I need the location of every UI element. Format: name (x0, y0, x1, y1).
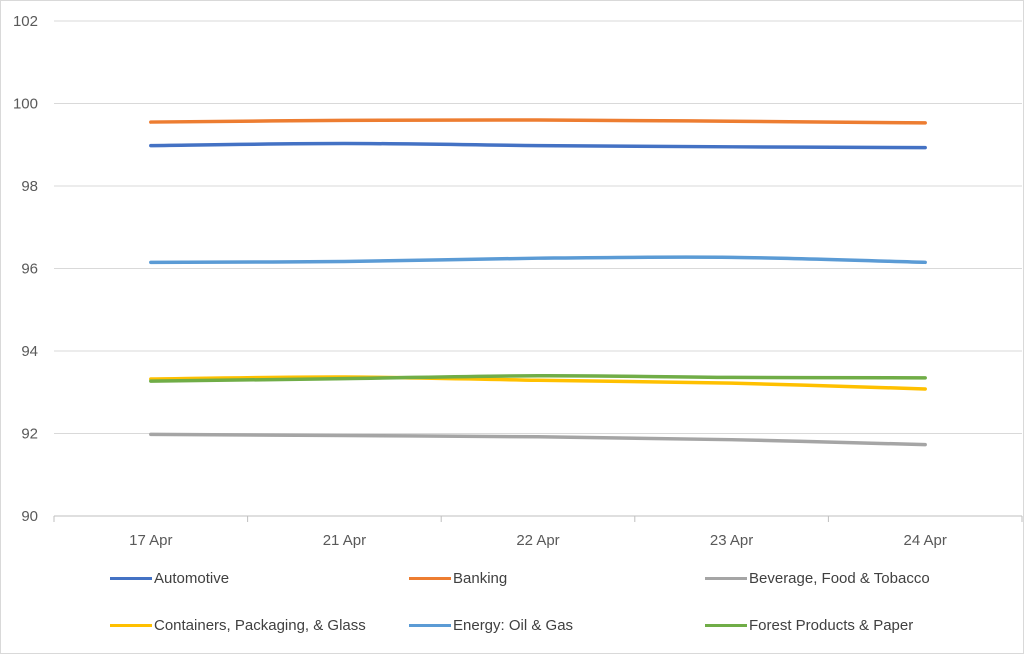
y-tick-label: 92 (21, 426, 38, 443)
legend-label: Containers, Packaging, & Glass (154, 616, 366, 634)
y-tick-label: 100 (13, 96, 38, 113)
x-tick-label: 22 Apr (516, 532, 559, 549)
legend-item: Beverage, Food & Tobacco (705, 568, 930, 588)
legend-item: Forest Products & Paper (705, 615, 913, 635)
x-axis (53, 515, 1023, 522)
x-tick-label: 17 Apr (129, 532, 172, 549)
legend-label: Banking (453, 569, 508, 587)
legend-swatch (110, 623, 152, 627)
series-line-containers-packaging-glass (149, 375, 927, 391)
series-line-energy-oil-gas (149, 255, 927, 265)
gridlines (54, 20, 1022, 434)
legend-label: Forest Products & Paper (749, 616, 914, 634)
legend-swatch (110, 576, 152, 580)
series-lines (149, 118, 927, 447)
legend: Automotive Banking Beverage, Food & Tobacc… (0, 560, 1024, 650)
legend-item: Banking (409, 568, 507, 588)
legend-label: Beverage, Food & Tobacco (749, 569, 930, 587)
series-line-forest-products-paper (149, 373, 927, 383)
series-line-banking (149, 118, 927, 125)
legend-label: Energy: Oil & Gas (453, 616, 574, 634)
x-tick-label: 23 Apr (710, 532, 753, 549)
y-tick-label: 94 (21, 343, 38, 360)
legend-item: Automotive (110, 568, 229, 588)
legend-swatch (409, 623, 451, 627)
y-tick-label: 98 (21, 178, 38, 195)
legend-swatch (705, 576, 747, 580)
legend-label: Automotive (154, 569, 230, 587)
legend-swatch (409, 576, 451, 580)
y-tick-label: 102 (13, 13, 38, 30)
series-line-automotive (149, 141, 927, 150)
legend-swatch (705, 623, 747, 627)
legend-item: Energy: Oil & Gas (409, 615, 573, 635)
x-tick-label: 21 Apr (323, 532, 366, 549)
y-tick-label: 96 (21, 261, 38, 278)
y-tick-label: 90 (21, 508, 38, 525)
line-chart: 90 92 94 96 98 100 102 17 Apr 21 Apr 22 Apr 23 Ap… (13, 13, 1023, 549)
x-tick-label: 24 Apr (904, 532, 947, 549)
y-axis-tick-labels: 90 92 94 96 98 100 102 (13, 13, 38, 525)
x-axis-tick-labels: 17 Apr 21 Apr 22 Apr 23 Apr 24 Apr (129, 532, 947, 549)
series-line-beverage-food-tobacco (149, 432, 927, 447)
legend-item: Containers, Packaging, & Glass (110, 615, 366, 635)
